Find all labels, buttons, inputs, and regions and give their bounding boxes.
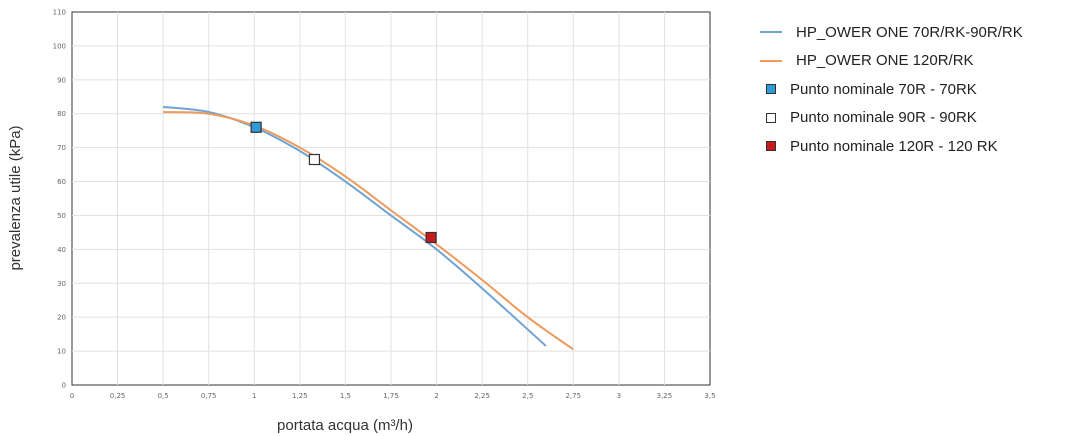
x-tick-label: 0,75 — [201, 392, 217, 400]
x-tick-label: 1,75 — [383, 392, 399, 400]
y-tick-label: 110 — [53, 9, 66, 17]
series-points — [250, 121, 437, 244]
legend-label: Punto nominale 90R - 90RK — [790, 109, 977, 127]
legend-square-swatch — [766, 84, 776, 95]
legend-item: HP_OWER ONE 120R/RK — [760, 47, 1023, 76]
y-tick-label: 60 — [57, 178, 66, 186]
y-tick-label: 100 — [53, 42, 66, 50]
series-line-2 — [163, 111, 574, 351]
x-tick-label: 1 — [252, 392, 256, 400]
y-tick-label: 0 — [62, 382, 66, 390]
legend-item: Punto nominale 70R - 70RK — [760, 75, 1023, 104]
x-tick-label: 2,25 — [474, 392, 490, 400]
legend-line-swatch — [760, 31, 782, 34]
y-tick-label: 30 — [57, 280, 66, 288]
y-tick-label: 50 — [57, 212, 66, 220]
y-axis-title: prevalenza utile (kPa) — [7, 125, 24, 270]
x-axis-title: portata acqua (m³/h) — [277, 417, 413, 434]
x-tick-label: 2,75 — [565, 392, 581, 400]
y-tick-label: 80 — [57, 110, 66, 118]
y-tick-label: 70 — [57, 144, 66, 152]
tick-labels: 0 0,25 0,5 0,75 1 1,25 1,5 1,75 2 2,25 2,5 2,75 3 3,2… — [53, 9, 716, 401]
x-tick-label: 2,5 — [522, 392, 533, 400]
x-tick-label: 2 — [434, 392, 438, 400]
legend: HP_OWER ONE 70R/RK-90R/RK HP_OWER ONE 120… — [760, 18, 1023, 161]
data-point-4 — [308, 153, 321, 166]
x-tick-label: 3,5 — [704, 392, 715, 400]
series-lines — [163, 105, 574, 351]
legend-line-swatch — [760, 59, 782, 62]
y-tick-label: 10 — [57, 348, 66, 356]
x-tick-label: 1,25 — [292, 392, 308, 400]
x-tick-label: 0,25 — [110, 392, 126, 400]
x-tick-label: 0,5 — [158, 392, 169, 400]
legend-item: HP_OWER ONE 70R/RK-90R/RK — [760, 18, 1023, 47]
x-tick-label: 0 — [70, 392, 74, 400]
legend-label: Punto nominale 70R - 70RK — [790, 80, 977, 98]
legend-item: Punto nominale 90R - 90RK — [760, 104, 1023, 133]
x-tick-label: 1,5 — [340, 392, 351, 400]
data-point-5 — [425, 231, 437, 244]
y-tick-label: 20 — [57, 314, 66, 322]
x-tick-label: 3 — [617, 392, 621, 400]
legend-item: Punto nominale 120R - 120 RK — [760, 132, 1023, 161]
legend-label: HP_OWER ONE 70R/RK-90R/RK — [796, 23, 1023, 41]
x-tick-label: 3,25 — [657, 392, 673, 400]
legend-square-swatch — [766, 112, 776, 123]
legend-label: HP_OWER ONE 120R/RK — [796, 52, 974, 70]
data-point-3 — [250, 121, 262, 133]
y-tick-label: 40 — [57, 246, 66, 254]
legend-label: Punto nominale 120R - 120 RK — [790, 137, 998, 155]
legend-square-swatch — [766, 141, 776, 152]
y-tick-label: 90 — [57, 76, 66, 84]
